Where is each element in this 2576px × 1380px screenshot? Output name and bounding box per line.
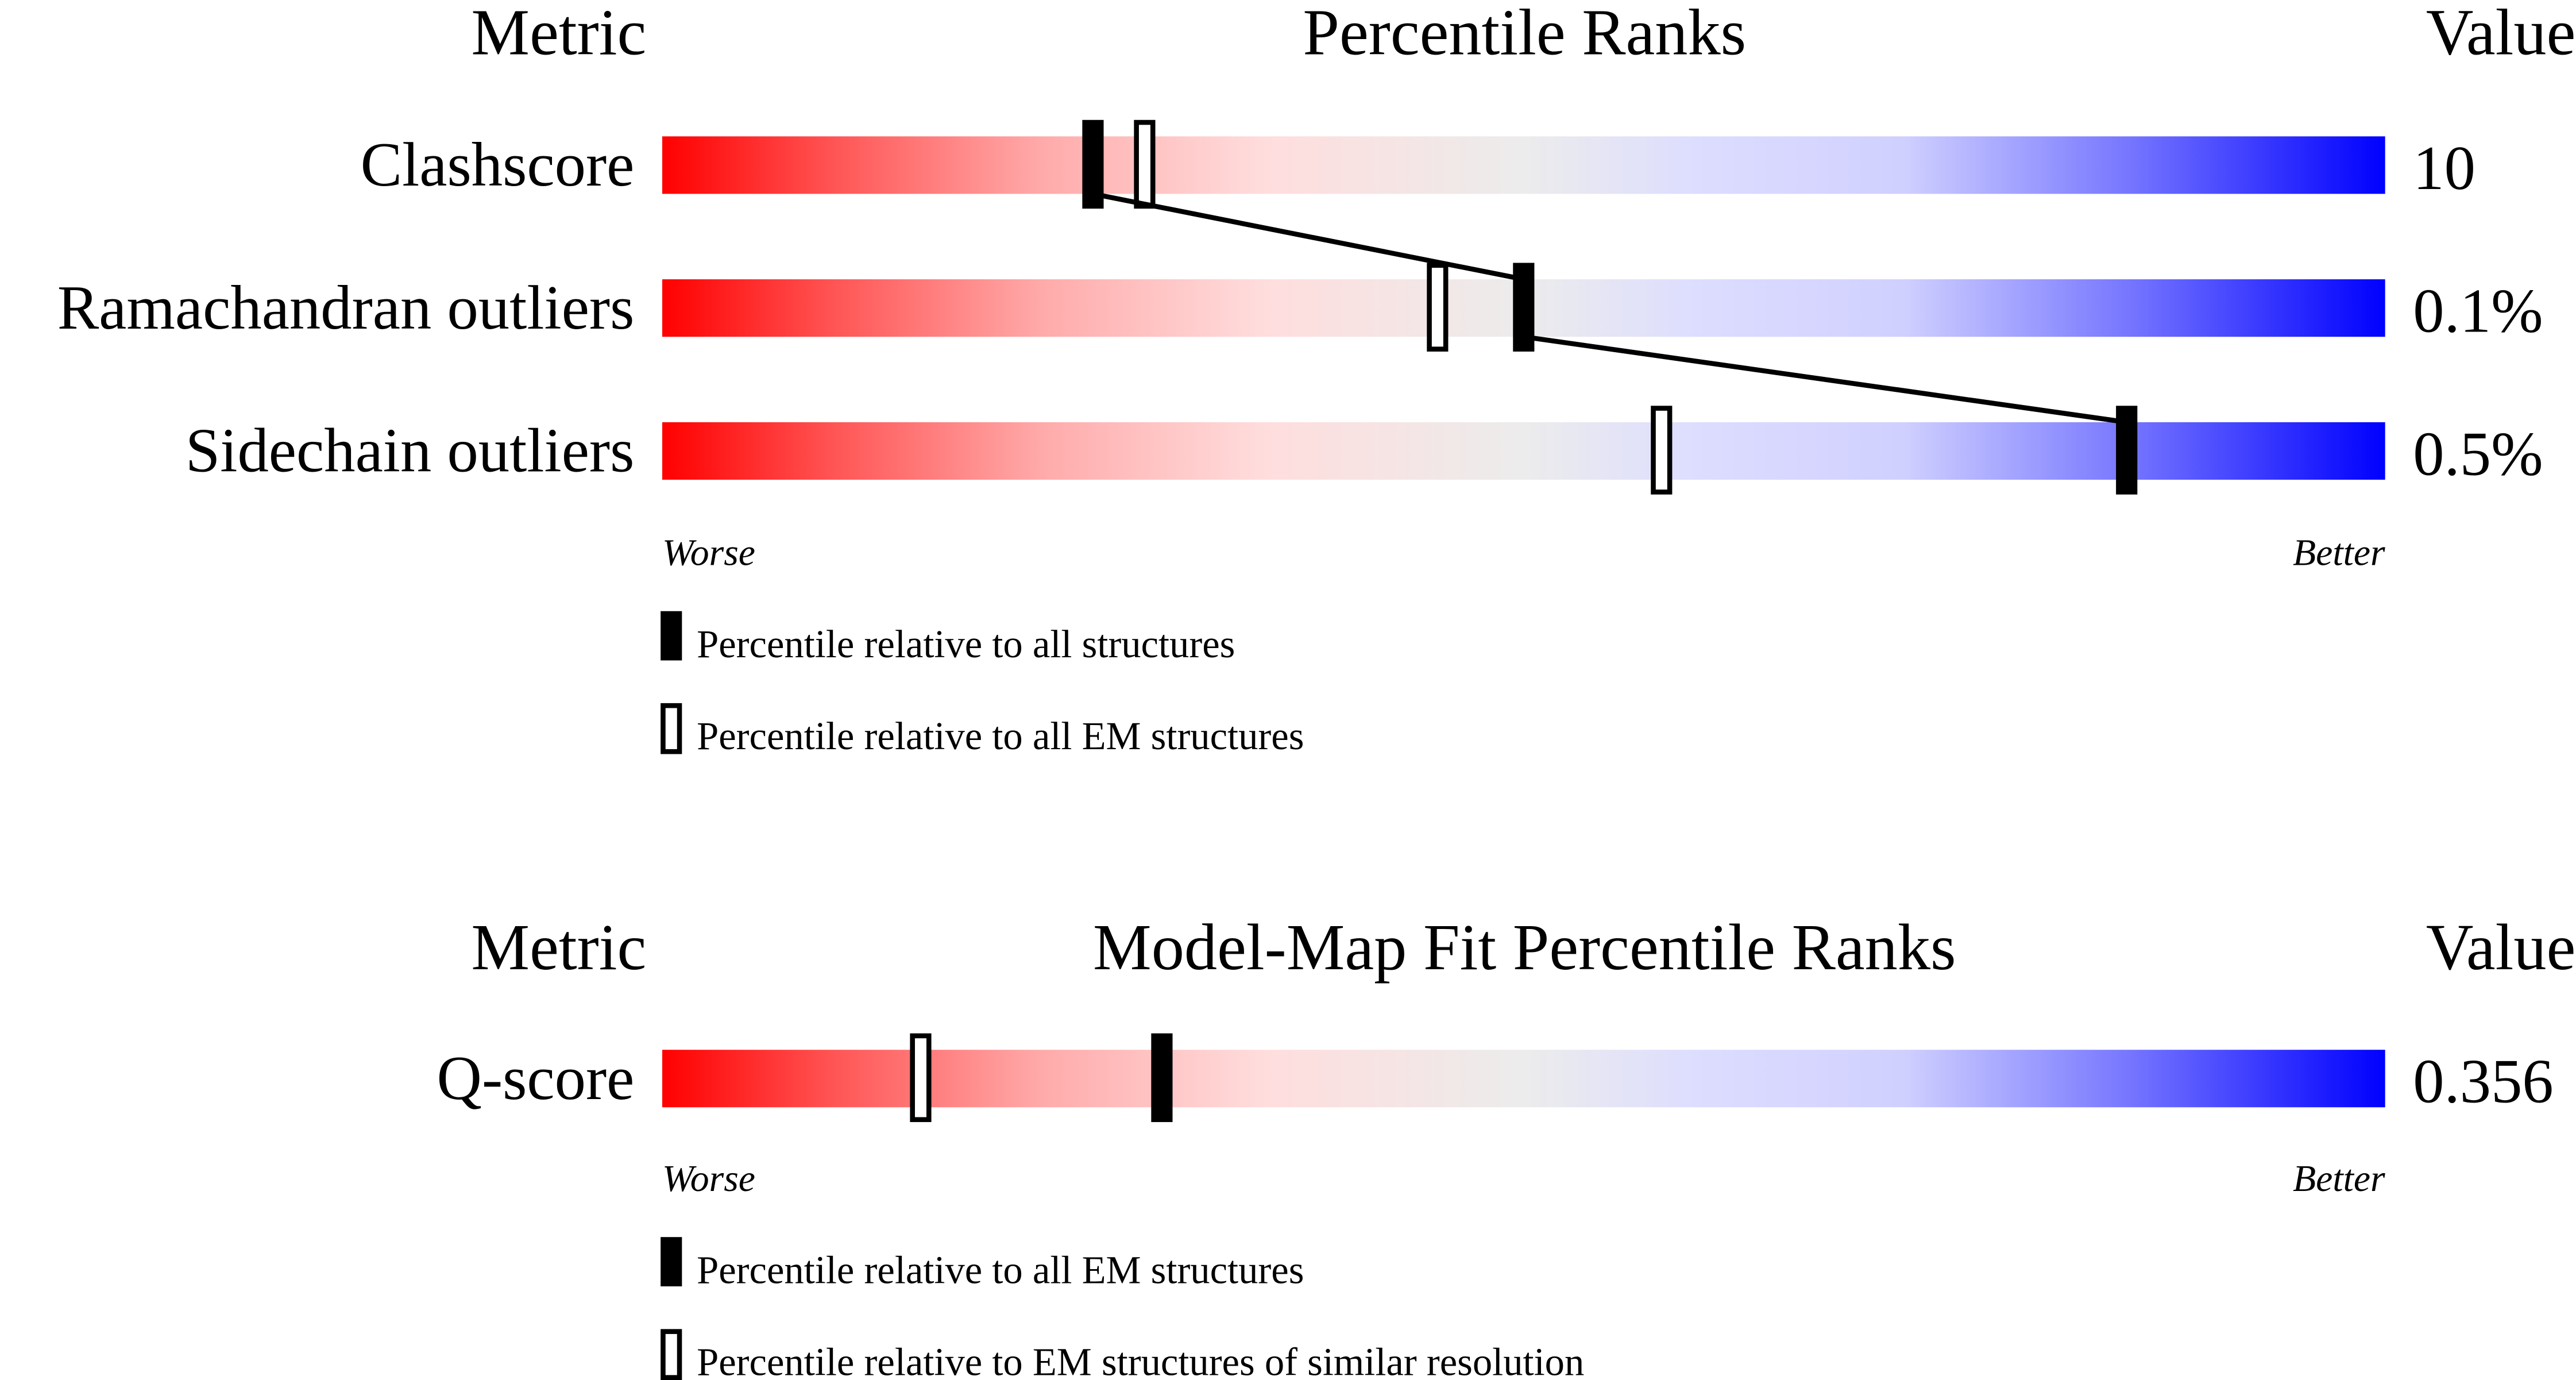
open-percentile-marker [1427,263,1449,352]
legend-open-label: Percentile relative to EM structures of … [697,1340,1584,1380]
chart-title: Model-Map Fit Percentile Ranks [1093,911,1956,984]
better-label: Better [2293,1158,2385,1200]
metric-row: Sidechain outliers 0.5% [186,406,2543,495]
metric-value: 0.5% [2413,419,2543,488]
marker-connector-line [1523,334,2127,425]
metric-value: 10 [2413,133,2475,203]
better-label: Better [2293,532,2385,574]
metric-label: Sidechain outliers [186,416,635,485]
percentile-bar [662,1050,2385,1108]
value-header: Value [2426,911,2575,984]
marker-connector-line [1092,191,1524,282]
open-percentile-marker [910,1033,932,1123]
metric-row: Ramachandran outliers 0.1% [57,263,2543,352]
percentile-bar [662,136,2385,194]
filled-percentile-marker [1151,1033,1173,1123]
model-map-fit-panel: Metric Model-Map Fit Percentile Ranks Va… [437,911,2575,1380]
metric-label: Clashscore [361,130,635,199]
value-header: Value [2426,0,2575,68]
metric-label: Ramachandran outliers [57,273,635,342]
legend-filled-label: Percentile relative to all structures [697,622,1235,666]
legend-filled-label: Percentile relative to all EM structures [697,1248,1304,1292]
legend-filled-icon [661,1237,682,1287]
legend-open-icon [661,703,682,754]
metric-value: 0.1% [2413,276,2543,346]
metric-row: Q-score 0.356 [437,1033,2554,1123]
open-percentile-marker [1134,120,1156,209]
chart-title: Percentile Ranks [1303,0,1746,68]
worse-label: Worse [662,532,755,574]
metric-value: 0.356 [2413,1047,2553,1116]
legend-open-icon [661,1329,682,1380]
legend-open-label: Percentile relative to all EM structures [697,714,1304,758]
metric-header: Metric [471,0,646,68]
percentile-bar [662,422,2385,480]
open-percentile-marker [1651,406,1673,495]
metric-header: Metric [471,911,646,984]
metric-row: Clashscore 10 [361,120,2475,209]
legend-filled-icon [661,611,682,661]
validation-panel: Metric Percentile Ranks Value Clashscore… [57,0,2576,758]
metric-label: Q-score [437,1043,635,1113]
worse-label: Worse [662,1158,755,1200]
